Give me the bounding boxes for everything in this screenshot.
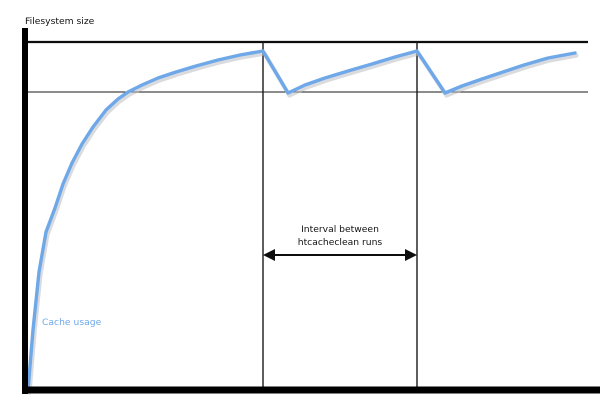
cache-usage-curve-shadow xyxy=(27,51,579,395)
x-axis xyxy=(22,386,600,394)
interval-arrow xyxy=(263,249,417,261)
interval-annotation-line2: htcacheclean runs xyxy=(298,237,383,248)
interval-arrow-head-left xyxy=(263,249,275,261)
filesystem-size-label: Filesystem size xyxy=(25,16,95,27)
y-axis xyxy=(22,28,28,394)
interval-arrow-head-right xyxy=(405,249,417,261)
cache-usage-label: Cache usage xyxy=(42,317,102,328)
interval-annotation-line1: Interval between xyxy=(301,224,379,235)
cache-usage-curve xyxy=(26,49,577,392)
